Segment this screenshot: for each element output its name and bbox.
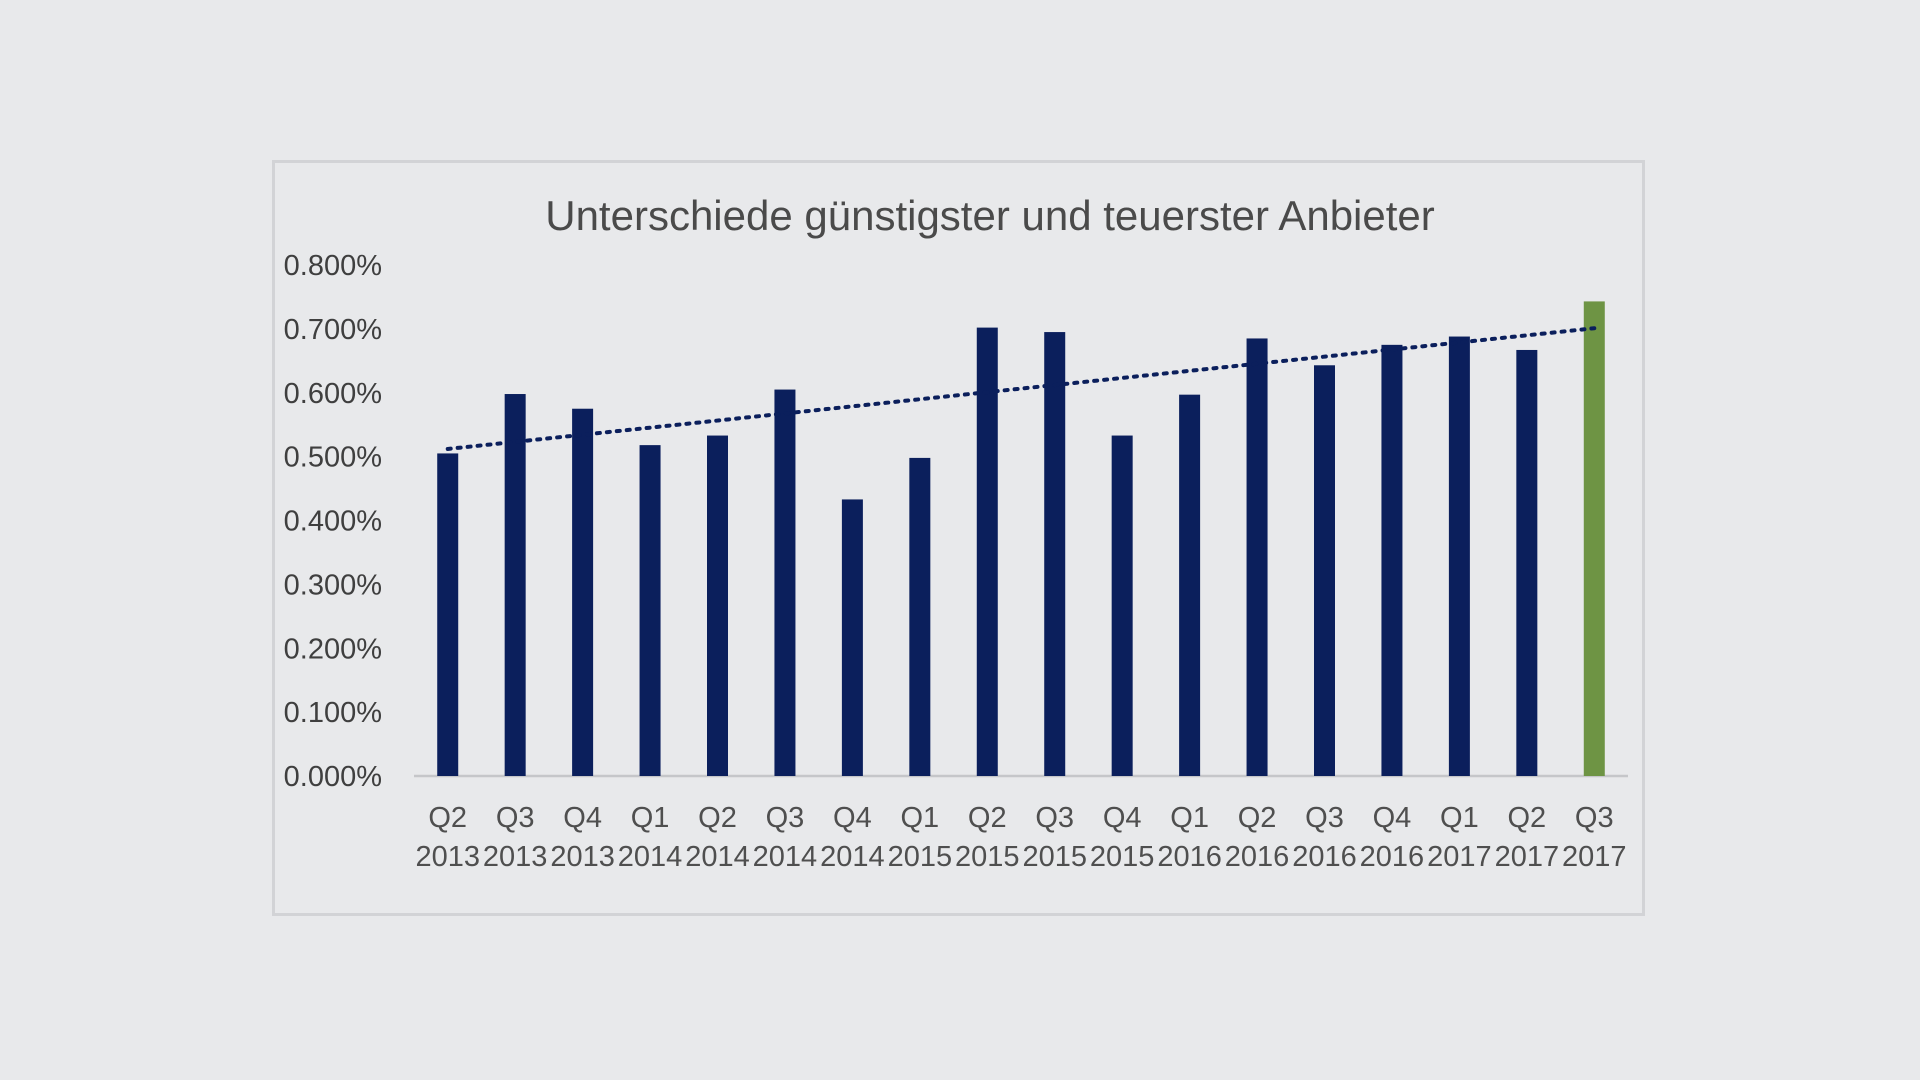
bar-Q1-2014 [639,445,661,776]
x-tick-year: 2017 [1562,841,1627,873]
bar-Q1-2015 [909,457,931,776]
chart-frame [272,160,1645,916]
x-tick-quarter: Q2 [428,802,467,834]
y-tick-label: 0.700% [284,314,382,346]
x-tick-year: 2016 [1157,841,1222,873]
bar-Q3-2014 [774,389,796,776]
y-tick-label: 0.000% [284,761,382,793]
x-tick-quarter: Q3 [1035,802,1074,834]
bar-Q2-2013 [437,453,459,776]
y-tick-label: 0.400% [284,506,382,538]
bar-Q4-2016 [1381,344,1403,776]
x-tick-year: 2015 [888,841,953,873]
bar-Q3-2016 [1314,365,1335,776]
x-tick-quarter: Q4 [1103,802,1142,834]
x-tick-quarter: Q3 [1305,802,1344,834]
x-tick-year: 2014 [753,841,818,873]
x-tick-year: 2013 [550,841,615,873]
chart-title: Unterschiede günstigster und teuerster A… [545,192,1435,239]
x-tick-quarter: Q4 [1373,802,1412,834]
x-tick-year: 2013 [483,841,548,873]
y-axis-ticks: 0.000% 0.100% 0.200% 0.300% 0.400% 0.500% 0.60… [284,250,382,793]
y-tick-label: 0.500% [284,442,382,474]
x-tick-year: 2015 [1090,841,1155,873]
x-tick-year: 2016 [1292,841,1357,873]
x-tick-year: 2016 [1360,841,1425,873]
bar-Q2-2015 [976,327,998,776]
y-tick-label: 0.800% [284,250,382,282]
bar-Q4-2014 [841,499,863,776]
x-tick-quarter: Q2 [1507,802,1546,834]
y-tick-label: 0.200% [284,633,382,665]
x-tick-year: 2014 [685,841,750,873]
x-tick-quarter: Q3 [766,802,805,834]
x-tick-quarter: Q2 [698,802,737,834]
bar-Q4-2015 [1111,435,1133,776]
x-tick-quarter: Q4 [833,802,872,834]
x-tick-quarter: Q1 [631,802,670,834]
x-tick-quarter: Q1 [900,802,939,834]
x-tick-quarter: Q3 [496,802,535,834]
x-tick-year: 2014 [618,841,683,873]
bar-Q1-2016 [1179,394,1201,776]
x-tick-quarter: Q2 [968,802,1007,834]
x-tick-year: 2015 [1022,841,1087,873]
bars [437,301,1605,776]
x-tick-quarter: Q1 [1440,802,1479,834]
x-tick-year: 2017 [1495,841,1560,873]
bar-Q1-2017 [1448,336,1470,776]
bar-Q2-2017 [1516,349,1538,776]
x-axis-ticks: Q2 2013 Q3 2013 Q4 2013 Q1 2014 Q2 2014 Q3 2014 Q4 20… [415,802,1626,873]
x-tick-quarter: Q3 [1575,802,1614,834]
bar-Q2-2016 [1246,338,1268,776]
x-tick-year: 2017 [1427,841,1492,873]
bar-Q2-2014 [707,435,728,776]
x-tick-quarter: Q4 [563,802,602,834]
x-tick-quarter: Q1 [1170,802,1209,834]
bar-Q3-2017 [1583,301,1605,776]
y-tick-label: 0.600% [284,378,382,410]
bar-Q4-2013 [572,408,594,776]
y-tick-label: 0.300% [284,569,382,601]
y-tick-label: 0.100% [284,697,382,729]
x-tick-year: 2014 [820,841,885,873]
bar-Q3-2015 [1044,332,1066,776]
trend-line [445,326,1597,451]
x-tick-year: 2015 [955,841,1020,873]
x-tick-year: 2013 [415,841,480,873]
x-tick-quarter: Q2 [1238,802,1277,834]
bar-Q3-2013 [504,394,526,776]
x-tick-year: 2016 [1225,841,1290,873]
